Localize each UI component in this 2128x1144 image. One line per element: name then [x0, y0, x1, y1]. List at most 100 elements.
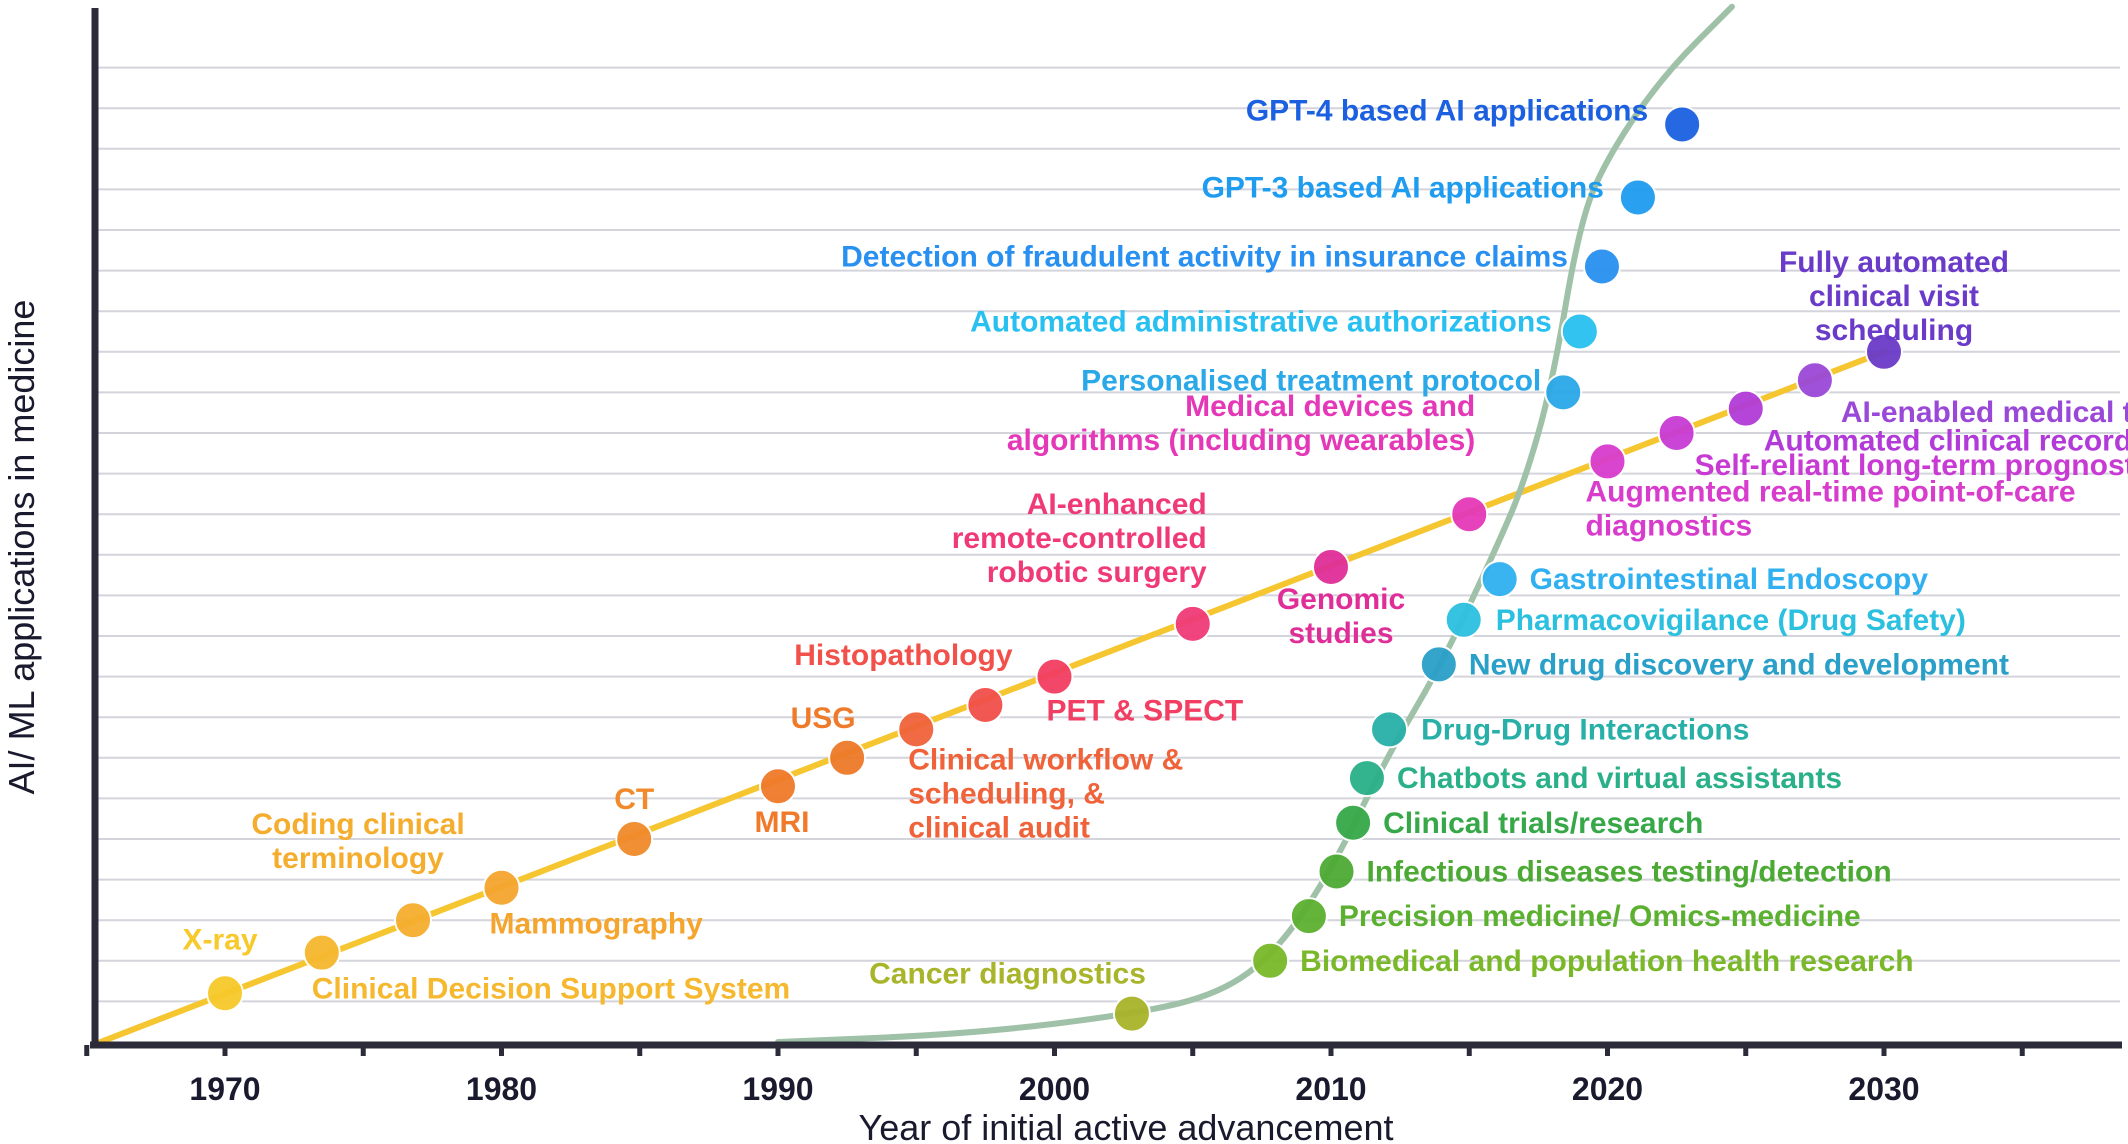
point-label-line: Genomic: [1277, 583, 1405, 616]
point-label: Medical devices and algorithms (including…: [1007, 390, 1475, 457]
data-point: [1251, 941, 1290, 980]
x-tick-label: 2030: [1848, 1071, 1919, 1107]
point-label-line: terminology: [272, 842, 444, 875]
point-label: GPT-4 based AI applications: [1246, 94, 1648, 127]
point-label-line: Automated administrative authorizations: [970, 306, 1552, 339]
data-point: [1657, 414, 1696, 452]
data-point: [1312, 547, 1350, 586]
point-label-line: studies: [1288, 617, 1393, 650]
point-label-line: Medical devices and: [1185, 390, 1475, 423]
point-label-line: Clinical Decision Support System: [312, 973, 790, 1006]
point-label-line: Detection of fraudulent activity in insu…: [841, 241, 1568, 274]
point-label: Infectious diseases testing/detection: [1367, 855, 1892, 888]
x-tick-label: 1990: [742, 1071, 813, 1107]
point-label: Cancer diagnostics: [869, 958, 1146, 991]
point-label: Gastrointestinal Endoscopy: [1530, 563, 1929, 596]
data-point: [828, 738, 867, 777]
x-tick-label: 1970: [189, 1071, 260, 1107]
point-label: New drug discovery and development: [1469, 648, 2009, 681]
point-label: Fully automated clinical visit scheduling: [1779, 246, 2009, 347]
data-point: [1450, 495, 1489, 534]
data-point: [1795, 361, 1834, 400]
x-ticks: 1970 1980 1990 2000 2010 2020 2030: [84, 1045, 2025, 1107]
point-label: Mammography: [490, 908, 704, 941]
data-point: [1618, 178, 1657, 217]
point-label-line: Gastrointestinal Endoscopy: [1530, 563, 1929, 596]
x-tick-label: 2020: [1572, 1071, 1643, 1107]
point-label: Clinical Decision Support System: [312, 973, 790, 1006]
point-label-line: Personalised treatment protocol: [1081, 364, 1541, 397]
data-point: [1560, 312, 1599, 351]
point-label-line: Drug-Drug Interactions: [1421, 713, 1749, 746]
point-label-line: Biomedical and population health researc…: [1300, 945, 1913, 978]
point-label: Automated administrative authorizations: [970, 306, 1552, 339]
point-label: AI-enabled medical teacher: [1841, 396, 2128, 429]
point-label: USG: [791, 702, 856, 735]
point-label: PET & SPECT: [1047, 695, 1244, 728]
data-point: [1726, 389, 1765, 428]
point-label: Precision medicine/ Omics-medicine: [1339, 900, 1861, 933]
point-label: AI-enhanced remote-controlled robotic surg…: [952, 488, 1207, 589]
point-label: Automated clinical records: [1764, 425, 2128, 458]
data-point: [1112, 994, 1151, 1033]
point-label: X-ray: [182, 923, 257, 956]
point-label: Detection of fraudulent activity in insu…: [841, 241, 1568, 274]
point-label-line: Precision medicine/ Omics-medicine: [1339, 900, 1861, 933]
x-tick-label: 2010: [1295, 1071, 1366, 1107]
point-label: Personalised treatment protocol: [1081, 364, 1541, 397]
data-point: [897, 710, 936, 749]
point-label-line: clinical audit: [908, 811, 1090, 844]
data-point: [1347, 759, 1386, 798]
point-label-line: GPT-3 based AI applications: [1202, 172, 1604, 205]
data-point: [1173, 604, 1212, 643]
point-label-line: Pharmacovigilance (Drug Safety): [1496, 604, 1966, 637]
point-label: Histopathology: [794, 639, 1013, 672]
data-point: [1663, 105, 1702, 144]
x-axis-title: Year of initial active advancement: [859, 1107, 1394, 1144]
point-label-line: AI-enhanced: [1027, 488, 1207, 521]
data-point: [1419, 645, 1458, 684]
point-label: Pharmacovigilance (Drug Safety): [1496, 604, 1966, 637]
point-label-line: New drug discovery and development: [1469, 648, 2009, 681]
point-label-line: robotic surgery: [987, 556, 1207, 589]
point-label-line: MRI: [755, 806, 810, 839]
point-label-line: CT: [614, 783, 654, 816]
x-tick-label: 2000: [1019, 1071, 1090, 1107]
trend-line-exponential: [775, 3, 1735, 1045]
point-label-line: GPT-4 based AI applications: [1246, 94, 1648, 127]
point-label-line: USG: [791, 702, 856, 735]
point-label-line: algorithms (including wearables): [1007, 424, 1475, 457]
point-label-line: X-ray: [182, 923, 257, 956]
point-label: Augmented real-time point-of-care diagnos…: [1586, 475, 2076, 542]
point-label: Chatbots and virtual assistants: [1397, 762, 1842, 795]
point-label-line: Augmented real-time point-of-care: [1586, 475, 2076, 508]
data-point: [1444, 600, 1483, 639]
point-label: CT: [614, 783, 654, 816]
point-label-line: Infectious diseases testing/detection: [1367, 855, 1892, 888]
point-label: GPT-3 based AI applications: [1202, 172, 1604, 205]
point-label: Drug-Drug Interactions: [1421, 713, 1749, 746]
data-point: [1317, 852, 1356, 891]
point-label-line: Clinical workflow &: [908, 743, 1183, 776]
y-axis-title: AI/ ML applications in medicine: [1, 300, 42, 795]
data-point: [1035, 657, 1074, 696]
point-label-line: Fully automated: [1779, 246, 2009, 279]
point-label-line: Mammography: [490, 908, 704, 941]
point-label-line: PET & SPECT: [1047, 695, 1244, 728]
data-point: [394, 901, 433, 940]
data-point: [482, 868, 521, 907]
data-point: [1588, 442, 1627, 481]
point-label-line: clinical visit: [1809, 280, 1979, 313]
data-point: [1370, 710, 1409, 749]
point-label-line: Cancer diagnostics: [869, 958, 1146, 991]
axes: [90, 8, 2122, 1049]
point-label: Coding clinical terminology: [251, 808, 464, 875]
point-label: Genomic studies: [1277, 583, 1405, 650]
point-label: Self-reliant long-term prognostics: [1695, 449, 2128, 482]
point-label-line: scheduling, &: [908, 777, 1105, 810]
data-point: [1865, 332, 1903, 371]
data-point: [1334, 803, 1373, 842]
data-point: [1582, 247, 1621, 286]
x-tick-label: 1980: [466, 1071, 537, 1107]
